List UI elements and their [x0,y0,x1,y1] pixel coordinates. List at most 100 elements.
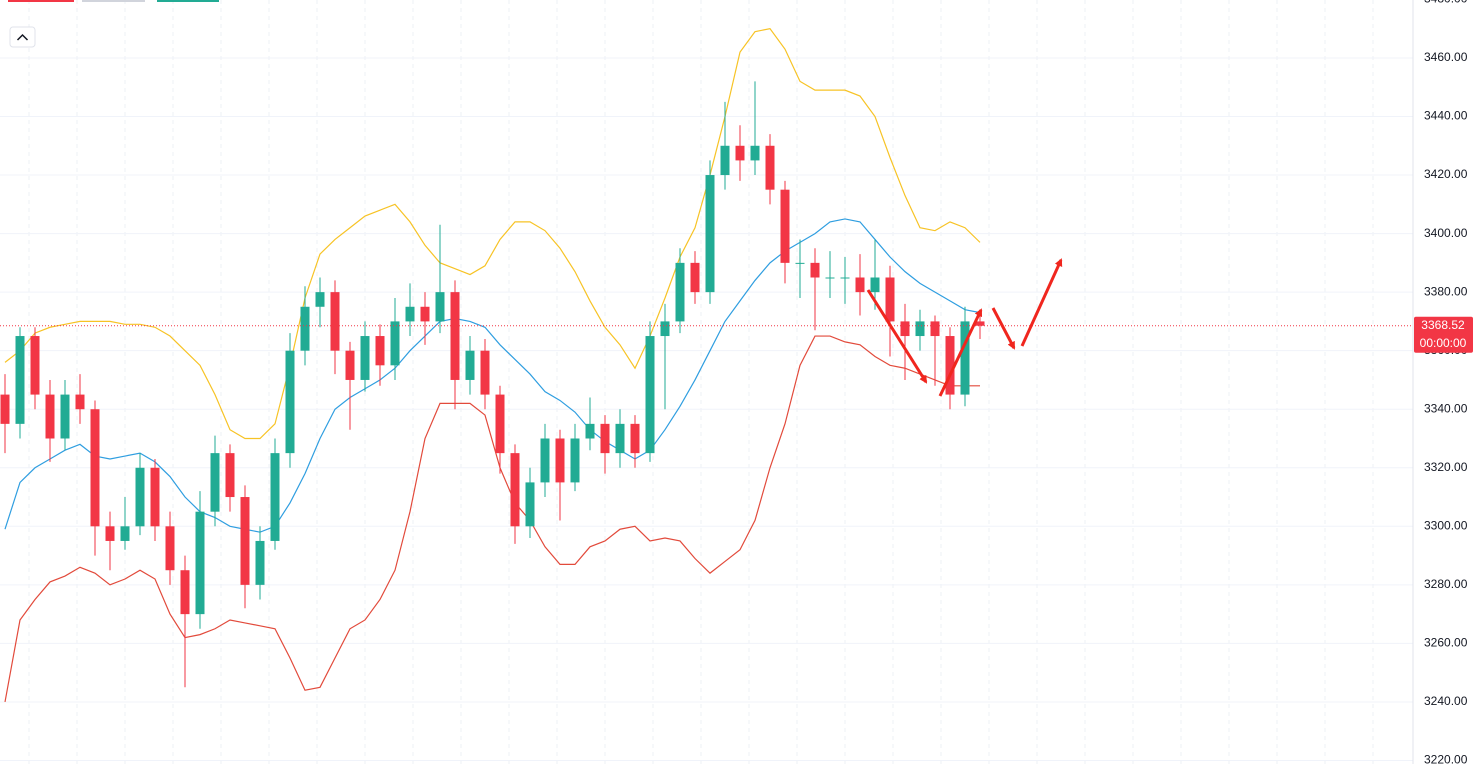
candle-body [435,292,445,322]
candle-body [375,336,385,366]
candle-body [930,321,940,337]
candle-body [390,321,400,366]
candle-body [690,262,700,293]
candle-body [240,497,250,585]
candle-body [120,526,130,541]
candle-body [975,321,985,326]
candle-body [825,277,835,279]
arrow [938,308,983,397]
candle-body [750,145,760,161]
candle-body [480,350,490,395]
candle-body [180,570,190,615]
candle-body [600,423,610,454]
y-tick-label: 3300.00 [1424,518,1468,532]
candles [0,81,1413,688]
collapse-button[interactable] [9,26,36,48]
candle-body [900,321,910,337]
candle-body [405,306,415,322]
candle-body [15,336,25,424]
candle-body [795,262,805,264]
y-tick-label: 3440.00 [1424,109,1468,123]
chevron-icon [16,33,29,41]
toolbar-tab[interactable] [82,0,145,2]
candle-body [630,423,640,454]
arrow [991,307,1016,350]
candle-body [765,145,775,190]
candle-body [285,350,295,454]
candle-body [780,189,790,263]
price-axis: 3220.00 3240.00 3260.00 3280.00 3300.00 3320.… [1414,0,1473,764]
candle-body [345,350,355,380]
candle-body [300,306,310,351]
bands [4,28,981,703]
candle-body [645,336,655,454]
candle-body [165,526,175,571]
y-tick-label: 3320.00 [1424,460,1468,474]
candle-body [360,336,370,380]
y-tick-label: 3260.00 [1424,636,1468,650]
candle-body [90,409,100,527]
candle-body [585,423,595,439]
last-price-box [1414,316,1473,353]
y-tick-label: 3280.00 [1424,577,1468,591]
candle-body [945,336,955,395]
candle-body [150,467,160,527]
candle-body [195,511,205,615]
candle-body [30,336,40,395]
y-tick-label: 3340.00 [1424,401,1468,415]
last-price-label: 3368.52 [1421,318,1465,332]
candle-body [510,453,520,527]
y-tick-label: 3220.00 [1424,753,1468,764]
candle-body [105,526,115,541]
candle-body [570,438,580,483]
candle-body [660,321,670,337]
candle-body [720,145,730,176]
toolbar-tab[interactable] [157,0,219,2]
candle-body [420,306,430,322]
candle-body [840,277,850,279]
candle-body [855,277,865,293]
y-tick-label: 3380.00 [1424,284,1468,298]
candle-body [915,321,925,337]
candle-body [450,292,460,380]
candle-body [675,262,685,322]
candle-body [255,540,265,585]
bollinger-band [4,218,981,533]
candle-body [210,453,220,512]
bollinger-band [4,28,981,440]
arrow [866,289,928,384]
candle-body [960,321,970,395]
candle-body [870,277,880,293]
y-tick-label: 3420.00 [1424,167,1468,181]
candle-body [540,438,550,483]
candle-body [735,145,745,161]
candle-body [525,482,535,527]
arrow [1020,258,1063,347]
candle-body [270,453,280,541]
y-tick-label: 3400.00 [1424,226,1468,240]
candle-body [0,394,10,424]
bollinger-band [4,335,980,703]
candle-body [885,277,895,322]
candle-body [495,394,505,454]
candle-body [555,438,565,483]
candle-body [60,394,70,439]
candle-body [810,262,820,278]
candle-body [330,292,340,351]
y-tick-label: 3240.00 [1424,694,1468,708]
candle-body [75,394,85,410]
candle-body [315,292,325,307]
countdown-label: 00:00:00 [1420,336,1467,350]
button-frame[interactable] [9,26,36,48]
toolbar-tab[interactable] [8,0,74,2]
candle-body [615,423,625,454]
candle-body [225,453,235,498]
y-tick-label: 3460.00 [1424,50,1468,64]
candle-body [705,175,715,293]
candle-body [465,350,475,380]
candle-body [135,467,145,527]
grid [0,0,1413,764]
annotation-arrows [866,258,1063,397]
candle-body [45,394,55,439]
